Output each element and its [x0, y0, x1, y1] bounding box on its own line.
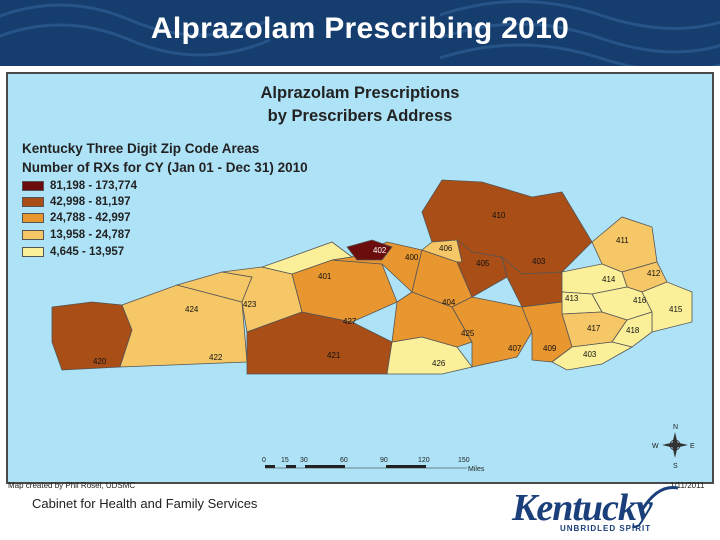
- region-405: [456, 238, 508, 298]
- zip-label: 422: [209, 353, 223, 362]
- zip-label: 425: [461, 329, 475, 338]
- kentucky-logo: Kentucky: [512, 487, 653, 529]
- header-swirl-pattern: [0, 0, 720, 66]
- zip-label: 403: [532, 257, 546, 266]
- svg-text:N: N: [673, 424, 678, 431]
- zip-label: 407: [508, 344, 522, 353]
- legend-item: 24,788 - 42,997: [22, 212, 131, 224]
- map-title-line2: by Prescribers Address: [267, 107, 453, 125]
- zip-label: 412: [647, 269, 661, 278]
- zip-label: 421: [327, 351, 341, 360]
- zip-label: 409: [543, 344, 557, 353]
- zip-label: 415: [669, 305, 683, 314]
- zip-label: 405: [476, 259, 490, 268]
- zip-label: 417: [587, 324, 601, 333]
- legend-swatch: [22, 230, 44, 240]
- zip-label: 401: [318, 272, 332, 281]
- scale-tick: 0: [262, 457, 266, 464]
- svg-text:S: S: [673, 463, 678, 470]
- compass-icon: N S E W: [652, 424, 695, 470]
- scale-tick: 150: [458, 457, 470, 464]
- region-403-south: [551, 341, 634, 371]
- zip-label: 413: [565, 294, 579, 303]
- scale-tick: 30: [300, 457, 308, 464]
- legend-label: 4,645 - 13,957: [50, 246, 125, 258]
- slide-header: Alprazolam Prescribing 2010: [0, 0, 720, 66]
- map-title-line1: Alprazolam Prescriptions: [260, 84, 460, 102]
- slide-title: Alprazolam Prescribing 2010: [150, 12, 570, 45]
- legend-label: 42,998 - 81,197: [50, 196, 131, 208]
- zip-label: 403: [583, 350, 597, 359]
- zip-label: 418: [626, 326, 640, 335]
- zip-label-layer: 410 402 406 400 405 403 411 412 401 414 …: [93, 211, 695, 473]
- zip-label: 400: [405, 253, 419, 262]
- footer-org: Cabinet for Health and Family Services: [32, 496, 258, 511]
- zip-label: 414: [602, 275, 616, 284]
- legend-heading-line2: Number of RXs for CY (Jan 01 - Dec 31) 2…: [22, 160, 308, 175]
- legend-label: 13,958 - 24,787: [50, 229, 131, 241]
- svg-text:W: W: [652, 443, 659, 450]
- zip-label: 410: [492, 211, 506, 220]
- zip-label: 423: [243, 300, 257, 309]
- zip-label: 427: [343, 317, 357, 326]
- svg-text:E: E: [690, 443, 695, 450]
- legend-swatch: [22, 247, 44, 257]
- kentucky-map: [51, 179, 693, 375]
- scale-tick: 15: [281, 457, 289, 464]
- legend-heading-line1: Kentucky Three Digit Zip Code Areas: [22, 141, 260, 156]
- zip-label: 426: [432, 359, 446, 368]
- zip-label: 420: [93, 357, 107, 366]
- legend-item: 42,998 - 81,197: [22, 196, 131, 208]
- legend-swatch: [22, 197, 44, 207]
- scale-bar: 0 15 30 60 90 120 150 Miles: [262, 457, 485, 473]
- legend-swatch: [22, 181, 44, 191]
- legend-label: 81,198 - 173,774: [50, 180, 137, 192]
- legend-swatch: [22, 213, 44, 223]
- zip-label: 411: [616, 236, 629, 245]
- zip-label: 406: [439, 244, 453, 253]
- zip-label: 402: [373, 246, 387, 255]
- map-date: 1/11/2011: [670, 481, 705, 490]
- zip-label: 404: [442, 298, 456, 307]
- logo-swoosh-icon: [640, 485, 679, 511]
- region-402: [346, 239, 393, 261]
- legend-item: 81,198 - 173,774: [22, 180, 137, 192]
- scale-tick: 90: [380, 457, 388, 464]
- region-418: [611, 311, 653, 348]
- logo-tagline: UNBRIDLED SPIRIT: [560, 524, 652, 533]
- legend-label: 24,788 - 42,997: [50, 212, 131, 224]
- scale-unit: Miles: [468, 466, 485, 473]
- zip-label: 424: [185, 305, 199, 314]
- zip-label: 416: [633, 296, 647, 305]
- map-frame: 410 402 406 400 405 403 411 412 401 414 …: [6, 72, 714, 484]
- legend-item: 4,645 - 13,957: [22, 246, 124, 258]
- map-credit: Map created by Phil Rosel, UDSMC: [8, 481, 136, 490]
- scale-tick: 60: [340, 457, 348, 464]
- legend-item: 13,958 - 24,787: [22, 229, 131, 241]
- scale-tick: 120: [418, 457, 430, 464]
